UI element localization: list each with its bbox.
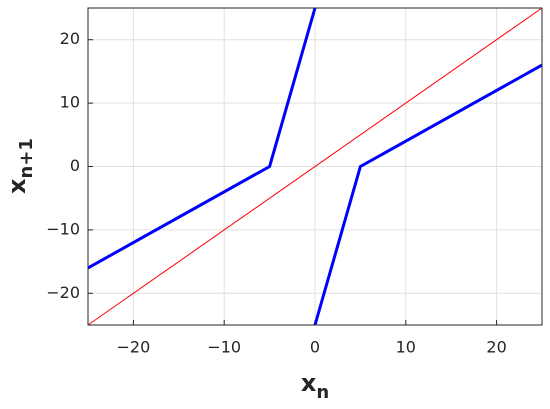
y-axis-label-sub: n+1 xyxy=(16,138,37,178)
y-tick-label: 10 xyxy=(60,93,80,112)
y-tick-label: 0 xyxy=(70,156,80,175)
x-tick-label: 20 xyxy=(486,338,506,357)
y-axis-label-base: x xyxy=(3,178,31,194)
plot-frame xyxy=(87,7,543,326)
series-line xyxy=(87,7,317,270)
y-axis-label: xn+1 xyxy=(3,138,37,194)
y-tick-label: 20 xyxy=(60,29,80,48)
x-tick-label: −20 xyxy=(117,338,151,357)
y-tick-label: −10 xyxy=(46,219,80,238)
x-axis-label-base: x xyxy=(301,369,317,397)
x-axis-label: xn xyxy=(301,369,329,403)
y-tick-label: −20 xyxy=(46,283,80,302)
x-tick-label: −10 xyxy=(207,338,241,357)
series-line xyxy=(313,63,543,326)
x-tick-label: 0 xyxy=(310,338,320,357)
x-tick-label: 10 xyxy=(396,338,416,357)
series-line xyxy=(87,7,543,326)
x-axis-label-sub: n xyxy=(316,382,329,403)
